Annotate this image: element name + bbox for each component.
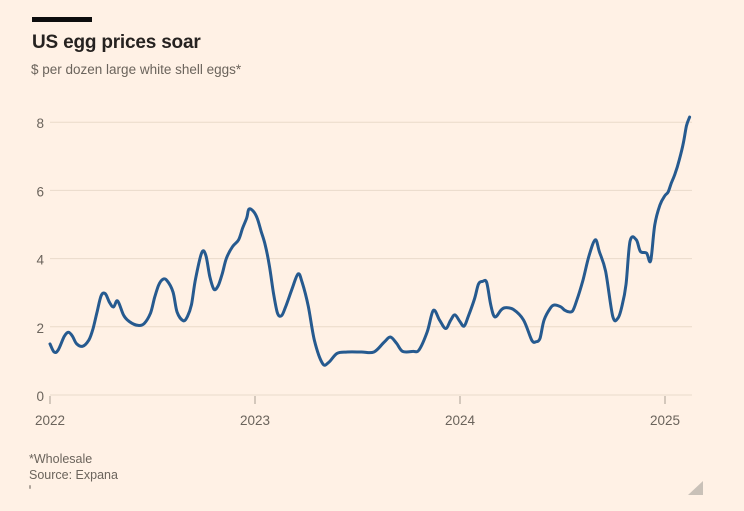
x-axis-label-2022: 2022 <box>35 413 65 428</box>
source-label: Source: Expana <box>29 468 118 482</box>
resize-handle-icon[interactable] <box>688 481 703 495</box>
x-axis-label-2025: 2025 <box>650 413 680 428</box>
stray-mark <box>29 485 31 489</box>
chart-footer: *Wholesale Source: Expana <box>29 451 118 483</box>
chart-title: US egg prices soar <box>32 32 201 53</box>
y-axis-label-8: 8 <box>36 116 44 131</box>
y-axis-label-2: 2 <box>36 321 44 336</box>
chart-subtitle: $ per dozen large white shell eggs* <box>31 62 242 77</box>
y-axis-label-6: 6 <box>36 184 44 199</box>
price-line-series <box>48 115 692 367</box>
y-axis-label-4: 4 <box>36 253 44 268</box>
x-axis-label-2023: 2023 <box>240 413 270 428</box>
x-axis-label-2024: 2024 <box>445 413 476 428</box>
footnote-label: *Wholesale <box>29 452 93 466</box>
y-axis-label-0: 0 <box>36 389 44 404</box>
title-accent-bar <box>32 17 92 22</box>
